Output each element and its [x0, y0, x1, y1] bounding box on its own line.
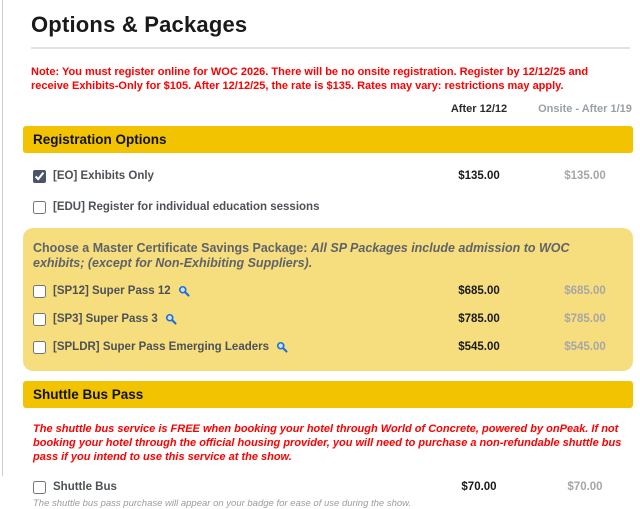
super-pass-emerging-leaders-price-onsite: $545.00 — [564, 341, 606, 353]
shuttle-bus-footnote: The shuttle bus pass purchase will appea… — [33, 498, 412, 509]
super-pass-12-price-onsite: $685.00 — [564, 285, 606, 297]
super-pass-emerging-leaders-checkbox[interactable] — [33, 340, 46, 354]
super-pass-3-price-onsite: $785.00 — [564, 313, 606, 325]
exhibits-only-price-onsite: $135.00 — [564, 170, 606, 182]
super-pass-3-magnifier-icon[interactable] — [165, 313, 177, 325]
super-pass-emerging-leaders-price-early: $545.00 — [458, 341, 500, 353]
shuttle-bus-label[interactable]: Shuttle Bus — [53, 481, 117, 493]
super-pass-3-price-early: $785.00 — [458, 313, 500, 325]
super-pass-3-checkbox[interactable] — [33, 312, 46, 326]
super-pass-emerging-leaders-magnifier-icon[interactable] — [276, 341, 288, 353]
option-row-super-pass-emerging-leaders: [SPLDR] Super Pass Emerging Leaders $545… — [23, 339, 633, 355]
super-pass-12-checkbox[interactable] — [33, 284, 46, 298]
column-header-onsite: Onsite - After 1/19 — [538, 103, 632, 115]
price-column-headers: After 12/12 Onsite - After 1/19 — [23, 102, 633, 116]
exhibits-only-price-early: $135.00 — [458, 170, 500, 182]
education-sessions-checkbox[interactable] — [33, 200, 46, 214]
option-row-super-pass-12: [SP12] Super Pass 12 $685.00 $685.00 — [23, 283, 633, 299]
option-row-education-sessions: [EDU] Register for individual education … — [23, 199, 633, 215]
section-header-shuttle-bus-pass: Shuttle Bus Pass — [23, 381, 633, 408]
shuttle-bus-price-onsite: $70.00 — [567, 481, 603, 493]
exhibits-only-label[interactable]: [EO] Exhibits Only — [53, 170, 154, 182]
shuttle-bus-note: The shuttle bus service is FREE when boo… — [33, 423, 622, 463]
page-title: Options & Packages — [31, 12, 248, 37]
super-pass-12-label[interactable]: [SP12] Super Pass 12 — [53, 285, 171, 297]
master-certificate-package-box: Choose a Master Certificate Savings Pack… — [23, 228, 633, 371]
option-row-exhibits-only: [EO] Exhibits Only $135.00 $135.00 — [23, 168, 633, 184]
education-sessions-label[interactable]: [EDU] Register for individual education … — [53, 201, 320, 213]
super-pass-emerging-leaders-label[interactable]: [SPLDR] Super Pass Emerging Leaders — [53, 341, 270, 353]
registration-deadline-note: Note: You must register online for WOC 2… — [31, 66, 589, 92]
package-box-heading-bold: Choose a Master Certificate Savings Pack… — [33, 241, 308, 255]
super-pass-3-label[interactable]: [SP3] Super Pass 3 — [53, 313, 158, 325]
option-row-shuttle-bus: Shuttle Bus $70.00 $70.00 — [23, 479, 633, 495]
exhibits-only-checkbox[interactable] — [33, 169, 46, 183]
package-box-heading-italic: All SP Packages include admission to WOC… — [33, 241, 570, 270]
shuttle-bus-checkbox[interactable] — [33, 480, 46, 494]
package-box-heading: Choose a Master Certificate Savings Pack… — [23, 241, 633, 271]
section-header-registration-options: Registration Options — [23, 126, 633, 153]
option-row-super-pass-3: [SP3] Super Pass 3 $785.00 $785.00 — [23, 311, 633, 327]
super-pass-12-magnifier-icon[interactable] — [178, 285, 190, 297]
page-left-border — [2, 0, 3, 476]
title-divider — [31, 47, 630, 49]
column-header-after-1212: After 12/12 — [450, 103, 508, 115]
super-pass-12-price-early: $685.00 — [458, 285, 500, 297]
shuttle-bus-price-early: $70.00 — [461, 481, 497, 493]
